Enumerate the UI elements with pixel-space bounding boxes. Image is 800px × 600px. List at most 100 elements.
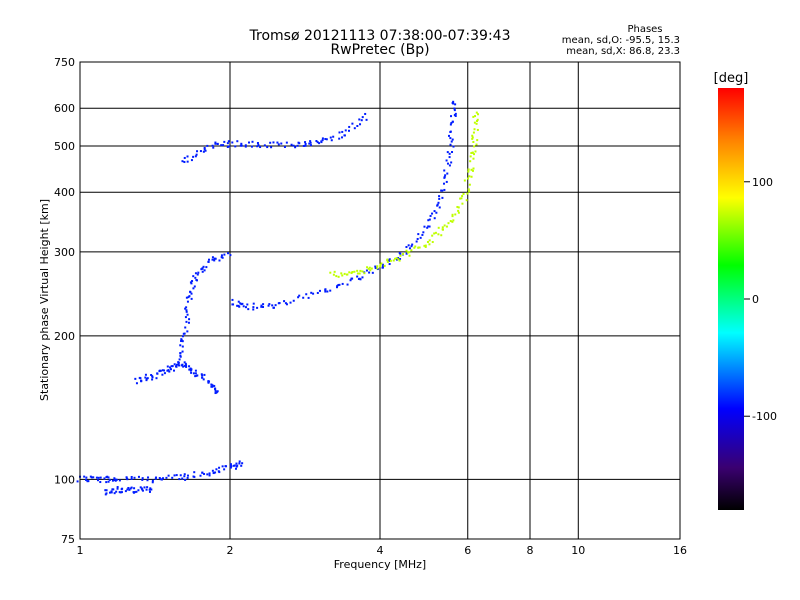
- data-point: [159, 478, 162, 481]
- data-point: [140, 487, 143, 490]
- data-point: [241, 462, 244, 465]
- data-point: [438, 197, 441, 200]
- data-point: [139, 486, 142, 489]
- data-point: [246, 303, 249, 306]
- data-point: [465, 199, 468, 202]
- data-point: [451, 213, 454, 216]
- data-point: [179, 352, 182, 355]
- data-point: [211, 385, 214, 388]
- data-point: [260, 304, 263, 307]
- data-point: [451, 220, 454, 223]
- data-point: [457, 206, 460, 209]
- data-point: [130, 486, 133, 489]
- data-point: [113, 477, 116, 480]
- data-point: [473, 128, 476, 131]
- data-point: [178, 358, 181, 361]
- data-point: [419, 236, 422, 239]
- data-point: [188, 365, 191, 368]
- trace-f2-x-mode: [329, 111, 480, 278]
- data-point: [367, 267, 370, 270]
- data-point: [201, 374, 204, 377]
- data-point: [338, 283, 341, 286]
- data-point: [454, 213, 457, 216]
- data-point: [114, 479, 117, 482]
- data-point: [272, 306, 275, 309]
- data-point: [324, 288, 327, 291]
- data-point: [408, 254, 411, 257]
- data-point: [379, 265, 382, 268]
- data-point: [226, 142, 229, 145]
- data-point: [199, 474, 202, 477]
- data-point: [236, 464, 239, 467]
- data-point: [180, 339, 183, 342]
- data-point: [192, 372, 195, 375]
- data-point: [185, 365, 188, 368]
- data-point: [186, 474, 189, 477]
- data-point: [188, 368, 191, 371]
- data-point: [315, 140, 318, 143]
- data-point: [125, 476, 128, 479]
- data-point: [421, 233, 424, 236]
- data-point: [443, 224, 446, 227]
- data-point: [195, 278, 198, 281]
- data-point: [451, 138, 454, 141]
- data-point: [368, 266, 371, 269]
- data-point: [214, 471, 217, 474]
- data-point: [97, 476, 100, 479]
- data-point: [103, 477, 106, 480]
- data-point: [304, 142, 307, 145]
- data-point: [151, 378, 154, 381]
- y-tick-labels: 75 100 200 300 400 500 600 750: [54, 56, 75, 546]
- data-point: [396, 258, 399, 261]
- data-point: [343, 134, 346, 137]
- data-point: [232, 303, 235, 306]
- data-point: [240, 464, 243, 467]
- data-point: [133, 476, 136, 479]
- data-point: [407, 251, 410, 254]
- data-point: [199, 150, 202, 153]
- data-point: [467, 170, 470, 173]
- data-point: [99, 481, 102, 484]
- data-point: [424, 245, 427, 248]
- data-point: [431, 212, 434, 215]
- y-tick-label: 500: [54, 140, 75, 153]
- data-point: [183, 156, 186, 159]
- data-point: [214, 141, 217, 144]
- data-point: [344, 129, 347, 132]
- data-point: [201, 267, 204, 270]
- data-point: [202, 150, 205, 153]
- data-point: [211, 469, 214, 472]
- data-point: [167, 474, 170, 477]
- data-point: [463, 179, 466, 182]
- data-point: [414, 245, 417, 248]
- data-point: [144, 373, 147, 376]
- data-point: [359, 269, 362, 272]
- data-point: [76, 480, 79, 483]
- data-point: [302, 144, 305, 147]
- data-point: [191, 280, 194, 283]
- data-point: [262, 305, 265, 308]
- data-point: [332, 273, 335, 276]
- data-point: [244, 145, 247, 148]
- data-point: [231, 141, 234, 144]
- data-point: [410, 249, 413, 252]
- data-point: [179, 474, 182, 477]
- data-point: [272, 141, 275, 144]
- data-point: [210, 385, 213, 388]
- data-point: [307, 296, 310, 299]
- data-point: [85, 478, 88, 481]
- data-point: [356, 275, 359, 278]
- data-point: [443, 188, 446, 191]
- data-point: [452, 219, 455, 222]
- data-point: [203, 472, 206, 475]
- data-point: [449, 123, 452, 126]
- data-point: [235, 462, 238, 465]
- data-point: [206, 144, 209, 147]
- data-point: [399, 252, 402, 255]
- data-point: [201, 270, 204, 273]
- data-point: [166, 365, 169, 368]
- data-point: [477, 113, 480, 116]
- data-point: [168, 370, 171, 373]
- data-point: [160, 478, 163, 481]
- data-point: [173, 363, 176, 366]
